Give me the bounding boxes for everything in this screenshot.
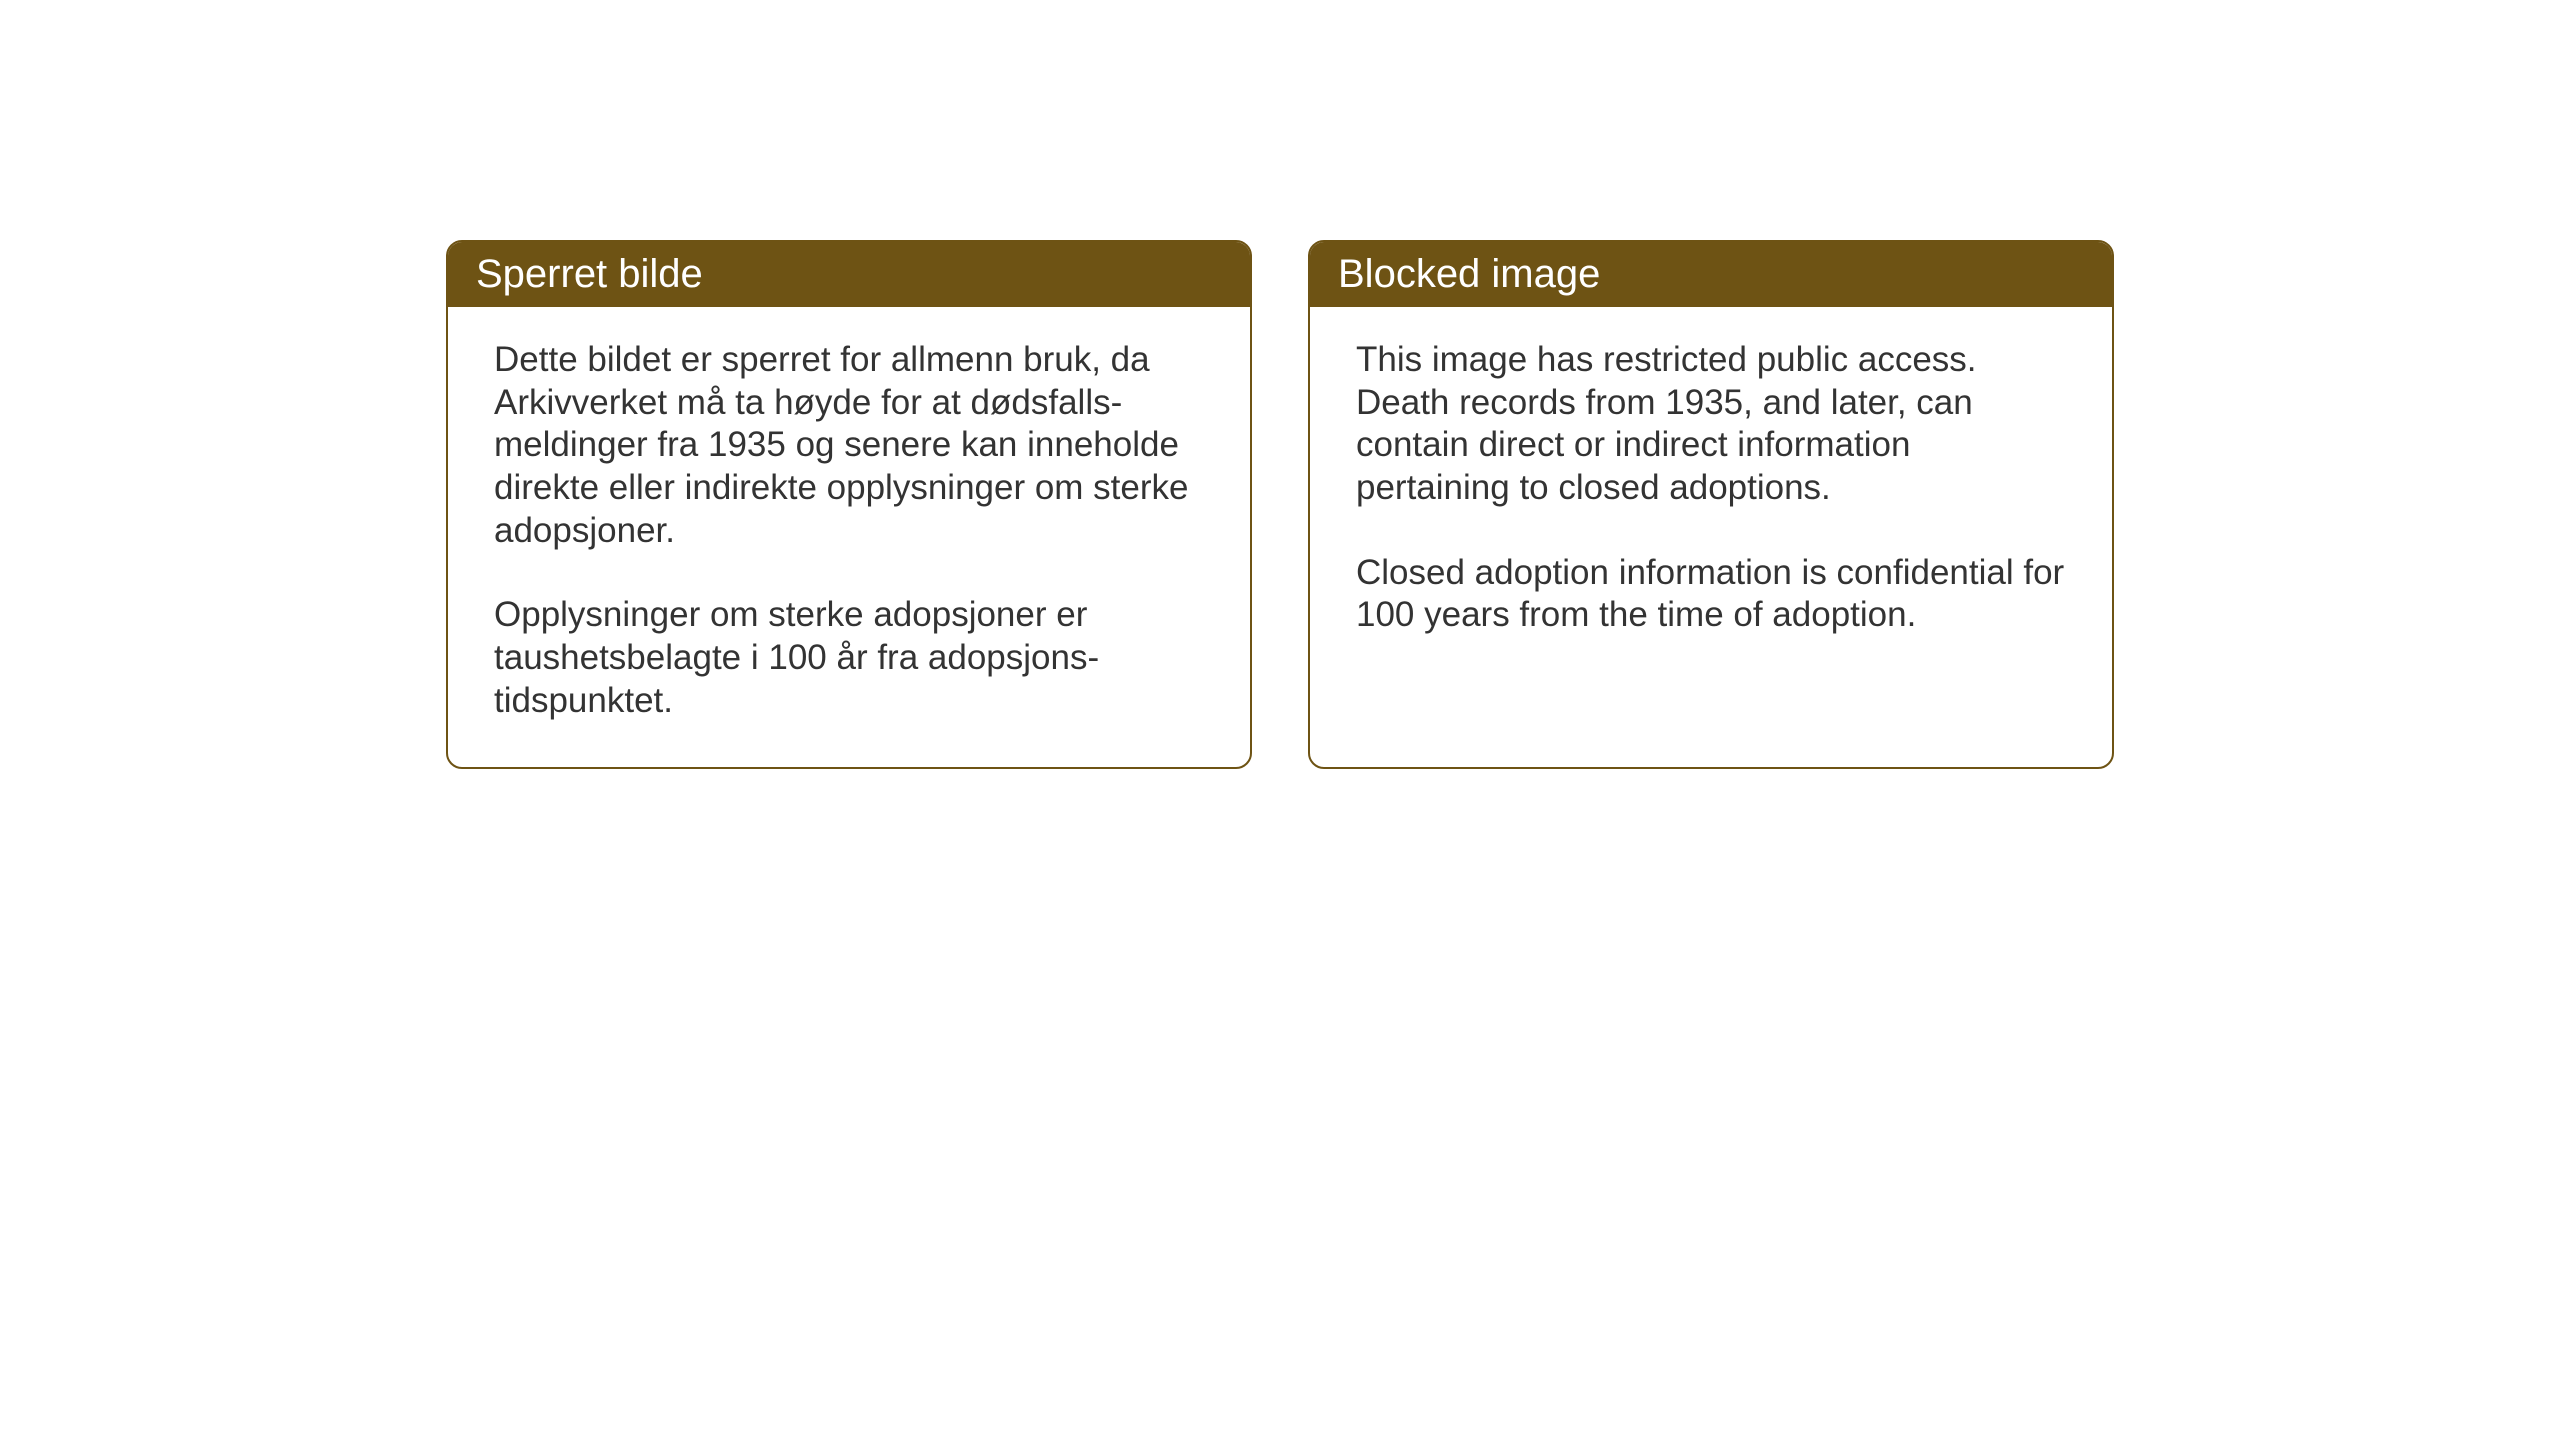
card-english: Blocked image This image has restricted …	[1308, 240, 2114, 769]
card-body-english: This image has restricted public access.…	[1310, 307, 2112, 681]
cards-container: Sperret bilde Dette bildet er sperret fo…	[446, 240, 2114, 769]
card-body-norwegian: Dette bildet er sperret for allmenn bruk…	[448, 307, 1250, 767]
card-title-english: Blocked image	[1338, 252, 1600, 296]
card-header-norwegian: Sperret bilde	[448, 242, 1250, 307]
card-paragraph: This image has restricted public access.…	[1356, 339, 2066, 510]
card-paragraph: Closed adoption information is confident…	[1356, 552, 2066, 637]
card-title-norwegian: Sperret bilde	[476, 252, 703, 296]
card-header-english: Blocked image	[1310, 242, 2112, 307]
card-paragraph: Opplysninger om sterke adopsjoner er tau…	[494, 594, 1204, 722]
card-norwegian: Sperret bilde Dette bildet er sperret fo…	[446, 240, 1252, 769]
card-paragraph: Dette bildet er sperret for allmenn bruk…	[494, 339, 1204, 552]
